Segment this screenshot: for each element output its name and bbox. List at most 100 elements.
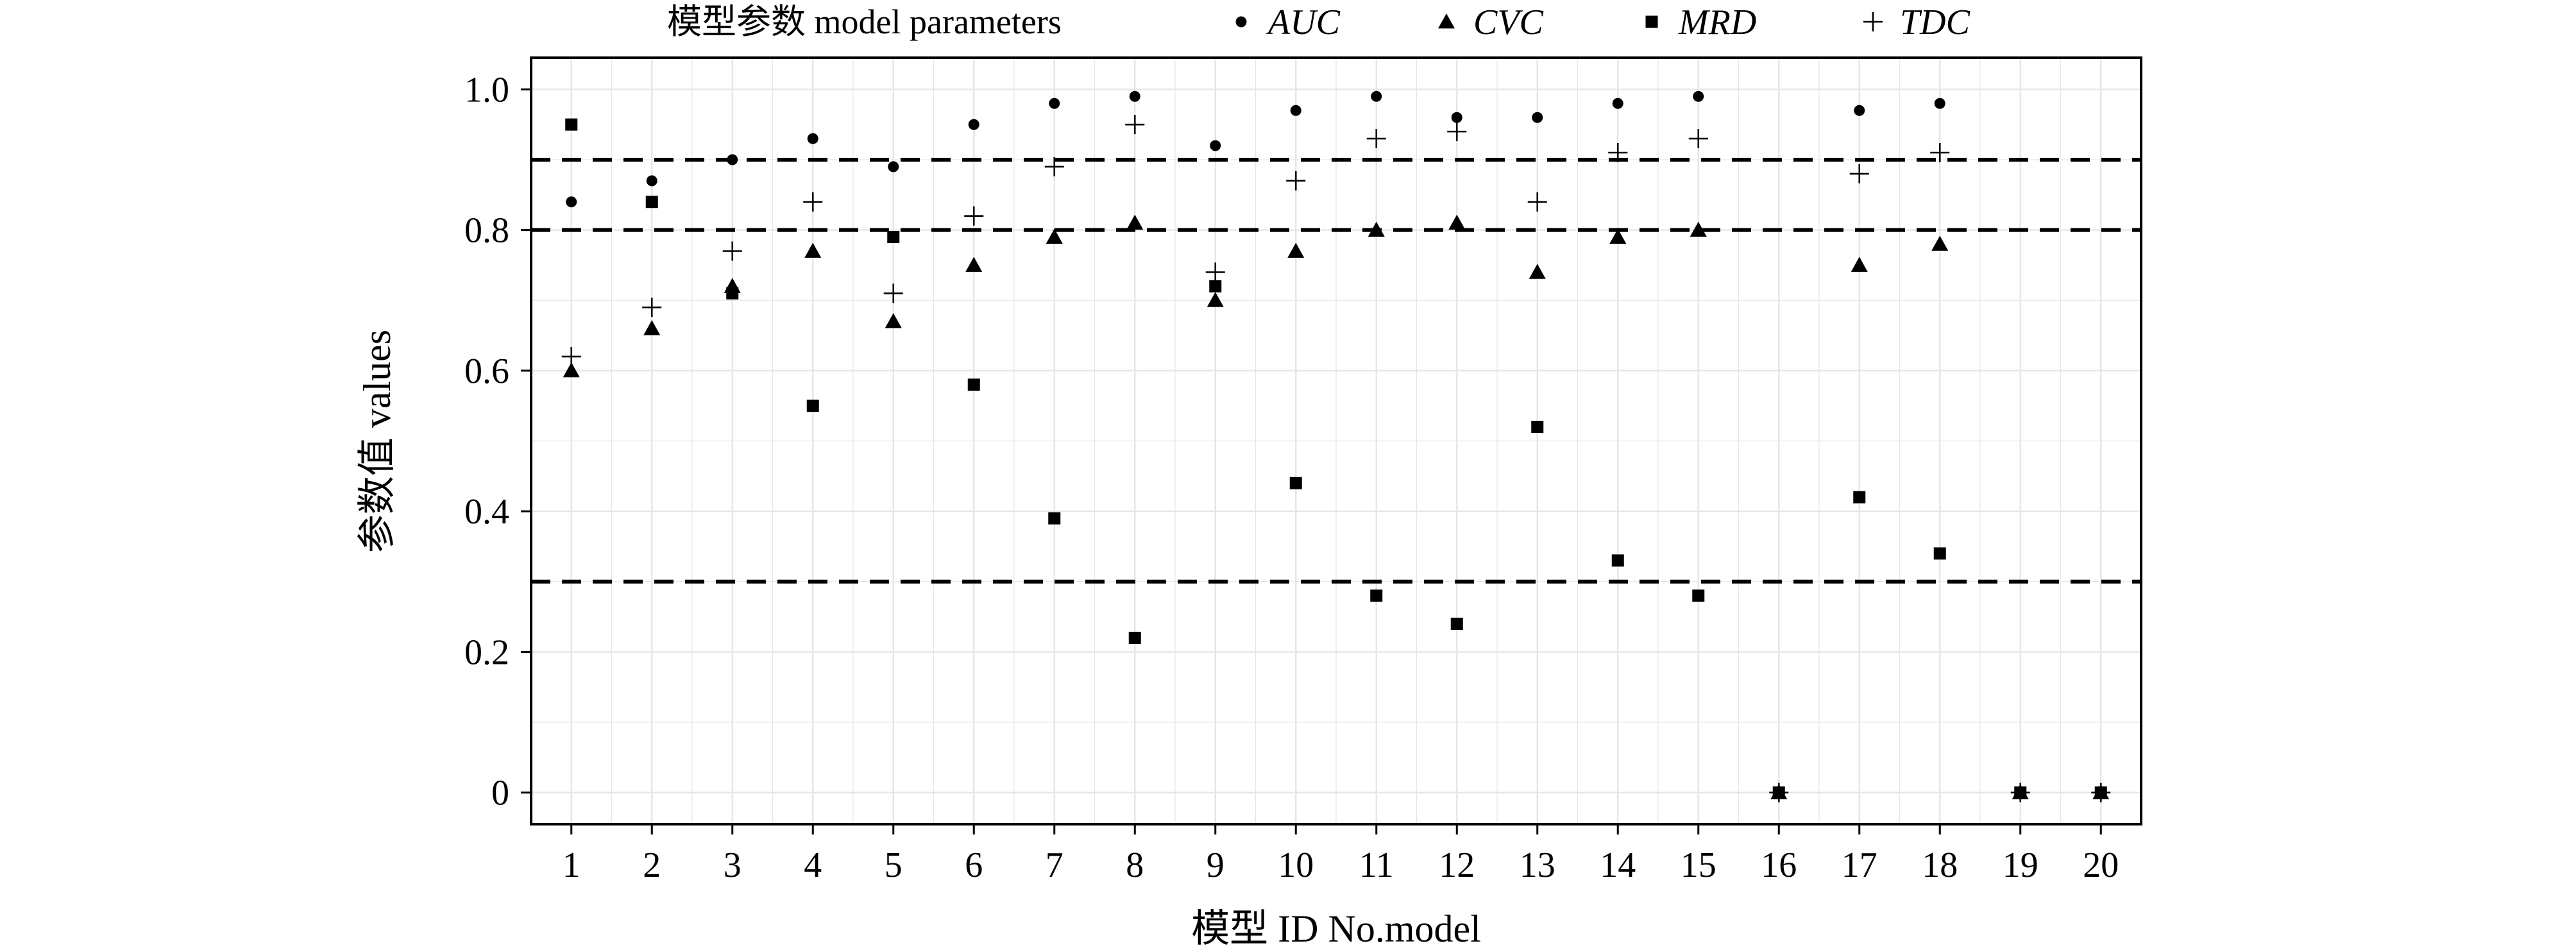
point-auc bbox=[1451, 112, 1462, 123]
y-tick-label: 0.6 bbox=[464, 351, 509, 391]
point-auc bbox=[1934, 97, 1945, 109]
point-tdc bbox=[722, 241, 742, 261]
point-cvc bbox=[1851, 257, 1868, 272]
point-auc bbox=[727, 154, 738, 165]
legend-label-mrd: MRD bbox=[1678, 3, 1756, 42]
point-mrd bbox=[1048, 512, 1061, 525]
point-mrd bbox=[726, 287, 739, 300]
point-mrd bbox=[1209, 280, 1222, 292]
x-tick-label: 9 bbox=[1207, 845, 1224, 885]
point-tdc bbox=[2091, 783, 2111, 802]
series-tdc bbox=[561, 115, 2111, 802]
x-tick-label: 5 bbox=[885, 845, 902, 885]
legend: 模型参数 model parameters AUC CVC MRD TDC bbox=[667, 3, 1970, 42]
point-tdc bbox=[1366, 129, 1386, 149]
point-auc bbox=[1612, 97, 1623, 109]
point-tdc bbox=[1608, 143, 1628, 163]
point-auc bbox=[1210, 140, 1221, 151]
point-cvc bbox=[1609, 228, 1627, 244]
point-cvc bbox=[1046, 228, 1063, 244]
legend-marker-cvc bbox=[1438, 13, 1455, 29]
x-tick-label: 17 bbox=[1842, 845, 1877, 885]
point-tdc bbox=[1688, 129, 1708, 149]
legend-marker-tdc bbox=[1863, 12, 1883, 31]
point-auc bbox=[1129, 90, 1140, 102]
point-cvc bbox=[1931, 235, 1949, 251]
point-mrd bbox=[1853, 491, 1866, 504]
point-tdc bbox=[883, 284, 903, 303]
x-tick-label: 2 bbox=[643, 845, 661, 885]
x-tick-label: 3 bbox=[724, 845, 741, 885]
point-mrd bbox=[1370, 589, 1383, 602]
legend-items: AUC CVC MRD TDC bbox=[1235, 3, 1970, 42]
point-tdc bbox=[1286, 171, 1306, 190]
x-tick-label: 11 bbox=[1359, 845, 1394, 885]
point-auc bbox=[1290, 105, 1301, 116]
legend-marker-mrd bbox=[1645, 15, 1658, 28]
plot-frame bbox=[530, 56, 2142, 825]
data-marks bbox=[561, 90, 2111, 802]
point-auc bbox=[807, 133, 818, 144]
x-tick-label: 1 bbox=[563, 845, 580, 885]
point-cvc bbox=[804, 242, 822, 258]
point-tdc bbox=[964, 206, 984, 226]
point-tdc bbox=[561, 346, 581, 366]
point-cvc bbox=[563, 362, 580, 378]
point-mrd bbox=[1933, 547, 1946, 560]
point-auc bbox=[646, 175, 657, 187]
point-tdc bbox=[1125, 115, 1145, 135]
point-auc bbox=[1371, 90, 1382, 102]
x-tick-label: 19 bbox=[2003, 845, 2038, 885]
x-tick-label: 13 bbox=[1520, 845, 1555, 885]
point-mrd bbox=[1128, 631, 1141, 644]
grid-layer bbox=[530, 58, 2142, 824]
legend-label-auc: AUC bbox=[1266, 3, 1341, 42]
x-tick-label: 7 bbox=[1046, 845, 1063, 885]
legend-label-cvc: CVC bbox=[1473, 3, 1544, 42]
point-auc bbox=[566, 196, 577, 208]
point-mrd bbox=[967, 378, 980, 391]
x-tick-label: 18 bbox=[1922, 845, 1958, 885]
point-mrd bbox=[645, 196, 658, 208]
x-tick-label: 15 bbox=[1681, 845, 1716, 885]
point-mrd bbox=[565, 118, 578, 131]
x-tick-label: 20 bbox=[2083, 845, 2119, 885]
point-cvc bbox=[1126, 214, 1144, 230]
reference-lines bbox=[531, 157, 2141, 584]
point-tdc bbox=[2010, 783, 2030, 802]
point-tdc bbox=[1447, 122, 1467, 142]
point-cvc bbox=[965, 257, 983, 272]
point-tdc bbox=[1527, 192, 1547, 212]
point-tdc bbox=[1849, 164, 1869, 183]
point-mrd bbox=[1692, 589, 1705, 602]
point-cvc bbox=[1690, 221, 1707, 237]
point-cvc bbox=[885, 313, 902, 328]
legend-label-tdc: TDC bbox=[1900, 3, 1970, 42]
point-auc bbox=[968, 119, 979, 130]
point-mrd bbox=[887, 231, 900, 244]
x-axis-title: 模型 ID No.model bbox=[1191, 908, 1481, 948]
x-tick-label: 6 bbox=[965, 845, 983, 885]
y-axis-title: 参数值 values bbox=[356, 330, 398, 553]
point-mrd bbox=[1289, 477, 1302, 489]
point-mrd bbox=[1611, 554, 1624, 567]
point-cvc bbox=[1529, 264, 1546, 279]
legend-marker-auc bbox=[1235, 16, 1247, 28]
x-tick-label: 16 bbox=[1761, 845, 1797, 885]
y-tick-label: 1.0 bbox=[464, 70, 509, 110]
y-tick-label: 0.2 bbox=[464, 632, 509, 672]
x-tick-label: 12 bbox=[1439, 845, 1475, 885]
point-tdc bbox=[642, 298, 662, 317]
point-mrd bbox=[1531, 421, 1544, 434]
point-cvc bbox=[1448, 214, 1466, 230]
point-cvc bbox=[1207, 292, 1224, 307]
point-tdc bbox=[1930, 143, 1950, 163]
x-tick-label: 4 bbox=[804, 845, 822, 885]
x-tick-label: 10 bbox=[1278, 845, 1314, 885]
point-mrd bbox=[1450, 618, 1463, 631]
point-auc bbox=[1693, 90, 1704, 102]
point-cvc bbox=[643, 320, 661, 335]
point-auc bbox=[1049, 97, 1060, 109]
